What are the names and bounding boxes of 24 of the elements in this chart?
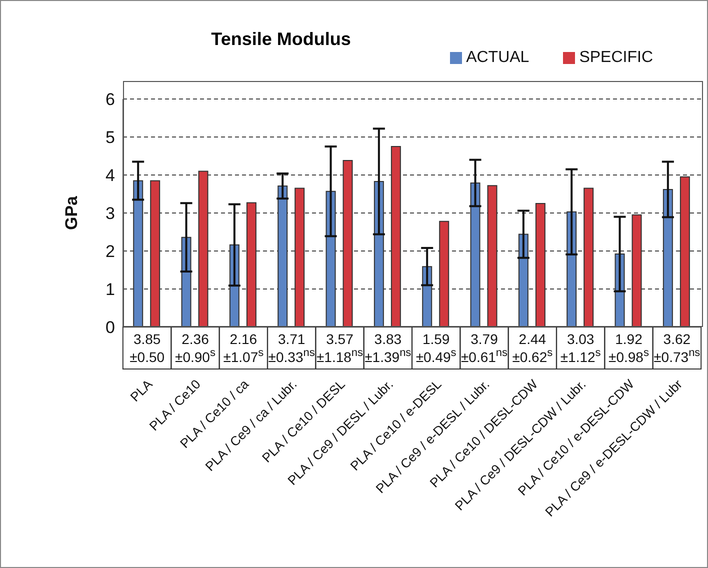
data-label: 3.03 ±1.12$^{s}$: [560, 331, 602, 365]
data-label: 3.57 ±1.18$^{ns}$: [316, 331, 364, 365]
data-label: 3.62 ±0.73$^{ns}$: [654, 331, 701, 365]
x-tick-label: PLA: [127, 376, 156, 404]
data-label: 3.83 ±1.39$^{ns}$: [364, 331, 412, 365]
y-tick-label: 6: [106, 90, 115, 110]
y-axis-title: GPa: [62, 195, 82, 230]
y-tick-label: 1: [106, 280, 115, 300]
data-label: 1.59 ±0.49$^{s}$: [416, 331, 457, 365]
y-tick-label: 4: [106, 166, 115, 186]
data-label: 3.79 ±0.61$^{ns}$: [460, 331, 508, 365]
data-label: 3.85 ±0.50: [130, 331, 165, 365]
legend-label: ACTUAL: [466, 49, 530, 66]
chart-title: Tensile Modulus: [210, 29, 352, 50]
legend-label: SPECIFIC: [579, 49, 653, 66]
y-tick-label: 0: [106, 318, 115, 338]
data-label: 2.44 ±0.62$^{s}$: [512, 331, 554, 365]
data-label: 2.36 ±0.90$^{s}$: [175, 331, 216, 365]
y-tick-label: 5: [106, 128, 115, 148]
data-label: 3.71 ±0.33$^{ns}$: [268, 331, 316, 365]
data-label: 1.92 ±0.98$^{s}$: [608, 331, 650, 365]
data-label: 2.16 ±1.07$^{s}$: [223, 331, 264, 365]
y-tick-label: 2: [106, 242, 115, 262]
y-tick-label: 3: [106, 204, 115, 224]
